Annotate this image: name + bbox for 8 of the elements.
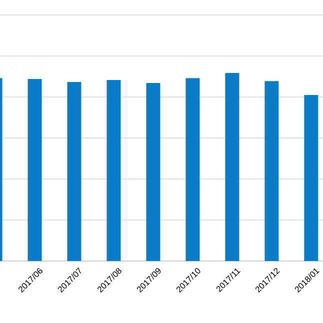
bar [264,81,279,261]
bar [28,79,42,261]
bar [146,82,160,261]
bar [225,73,240,261]
bar [304,94,318,261]
bar [106,80,121,261]
bar [186,78,200,261]
bar [67,82,82,261]
